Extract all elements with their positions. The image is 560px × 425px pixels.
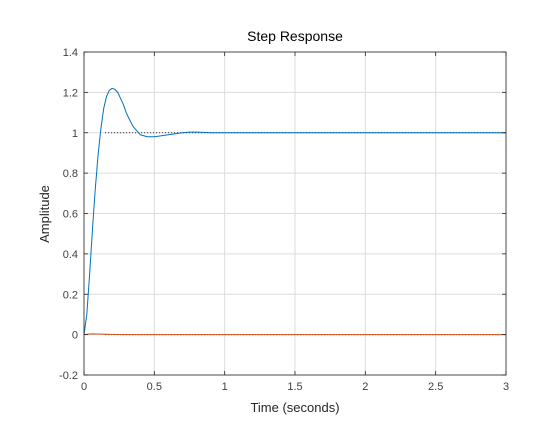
y-tick-label: 0.4: [63, 249, 78, 261]
series-line-secondary: [83, 333, 506, 336]
y-tick-label: -0.2: [59, 370, 78, 382]
y-tick-label: 0.8: [63, 168, 78, 180]
y-tick-label: 0: [72, 330, 78, 342]
x-tick-label: 2.5: [428, 381, 443, 393]
x-tick-label: 0.5: [147, 381, 162, 393]
y-tick-label: 1.2: [63, 87, 78, 99]
y-tick-label: 1.4: [63, 47, 78, 59]
reference-lines: [105, 132, 506, 336]
chart-title: Step Response: [247, 28, 343, 44]
y-tick-labels: -0.2 0 0.2 0.4 0.6 0.8 1 1.2 1.4: [59, 47, 78, 382]
series-lines: [83, 87, 506, 336]
y-tick-label: 1: [72, 128, 78, 140]
x-tick-label: 1.5: [287, 381, 302, 393]
x-tick-label: 0: [81, 381, 87, 393]
y-tick-label: 0.2: [63, 289, 78, 301]
x-tick-labels: 0 0.5 1 1.5 2 2.5 3: [81, 381, 509, 393]
x-axis-label: Time (seconds): [250, 400, 339, 415]
x-tick-label: 1: [222, 381, 228, 393]
series-line-response: [83, 87, 506, 335]
x-tick-label: 2: [362, 381, 368, 393]
x-tick-label: 3: [503, 381, 509, 393]
y-tick-label: 0.6: [63, 209, 78, 221]
y-axis-label: Amplitude: [37, 185, 52, 243]
ticks: [83, 51, 507, 376]
grid: [83, 51, 507, 376]
